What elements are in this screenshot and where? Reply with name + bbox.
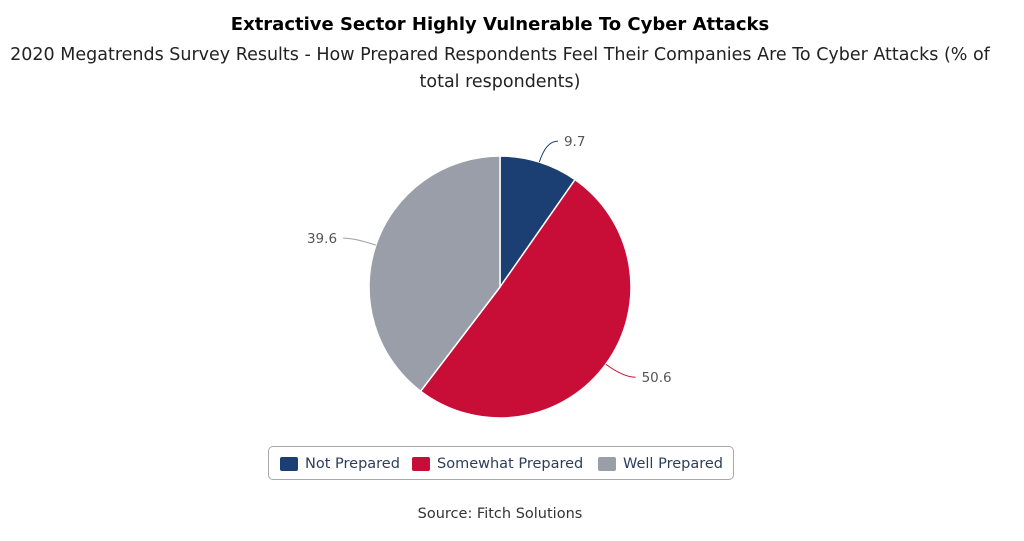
legend-item-well-prepared[interactable]: Well Prepared — [598, 455, 723, 473]
pie-labels-group: 9.7 50.6 39.6 — [307, 134, 672, 386]
legend-label: Not Prepared — [305, 456, 400, 472]
chart-legend: Not Prepared Somewhat Prepared Well Prep… — [268, 446, 734, 480]
chart-title: Extractive Sector Highly Vulnerable To C… — [230, 14, 770, 35]
pie-slices-group — [368, 155, 632, 419]
connector-line-not-prepared — [538, 140, 558, 163]
legend-label: Somewhat Prepared — [437, 456, 584, 472]
legend-item-somewhat-prepared[interactable]: Somewhat Prepared — [412, 455, 583, 473]
data-label-somewhat-prepared: 50.6 — [642, 370, 672, 386]
data-label-well-prepared: 39.6 — [307, 231, 337, 247]
connector-line-somewhat-prepared — [605, 363, 636, 378]
legend-swatch-somewhat-prepared — [412, 457, 430, 471]
chart-subtitle: 2020 Megatrends Survey Results - How Pre… — [10, 45, 990, 92]
legend-swatch-well-prepared — [598, 457, 616, 471]
legend-swatch-not-prepared — [280, 457, 298, 471]
connector-line-well-prepared — [343, 237, 377, 246]
pie-slice-well-prepared[interactable] — [368, 155, 501, 393]
legend-label: Well Prepared — [623, 456, 723, 472]
legend-item-not-prepared[interactable]: Not Prepared — [280, 455, 400, 473]
pie-slice-somewhat-prepared[interactable] — [419, 178, 632, 419]
data-label-not-prepared: 9.7 — [564, 134, 585, 150]
chart-source: Source: Fitch Solutions — [417, 506, 583, 522]
pie-slice-not-prepared[interactable] — [499, 155, 577, 290]
